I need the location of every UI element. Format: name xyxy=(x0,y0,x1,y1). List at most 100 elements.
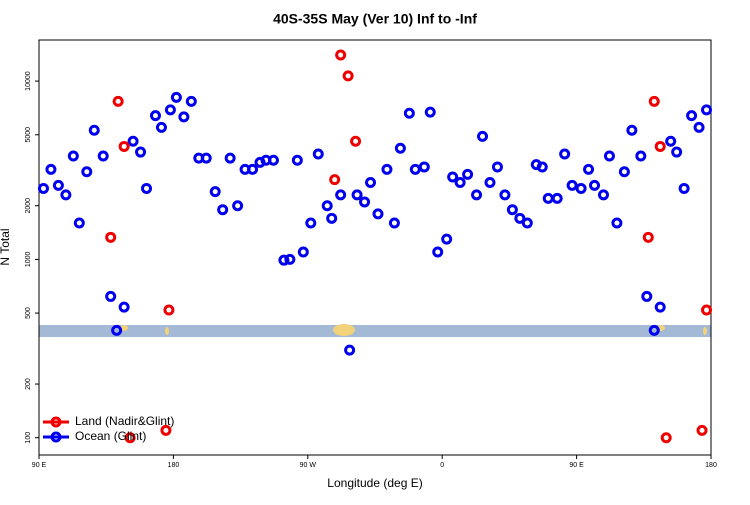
x-axis-label: Longitude (deg E) xyxy=(327,476,422,490)
point xyxy=(351,189,363,201)
point xyxy=(372,208,384,220)
point xyxy=(654,301,666,313)
point xyxy=(155,121,167,133)
point xyxy=(118,301,130,313)
point xyxy=(224,152,236,164)
plot-frame xyxy=(38,39,712,456)
point xyxy=(432,246,444,258)
point xyxy=(350,135,362,147)
point xyxy=(321,200,333,212)
legend-label: Ocean (Glint) xyxy=(75,429,146,443)
x-tick-label: 90 E xyxy=(32,462,47,469)
point xyxy=(164,104,176,116)
point xyxy=(217,204,229,216)
point xyxy=(335,49,347,61)
point xyxy=(335,189,347,201)
point xyxy=(626,124,638,136)
x-tick-label: 180 xyxy=(705,462,717,469)
point xyxy=(209,186,221,198)
point xyxy=(291,154,303,166)
y-tick-label: 500 xyxy=(25,307,32,319)
x-tick-label: 180 xyxy=(168,462,180,469)
x-tick-label: 0 xyxy=(440,462,444,469)
point xyxy=(499,189,511,201)
point xyxy=(665,135,677,147)
point xyxy=(611,217,623,229)
point xyxy=(635,150,647,162)
point xyxy=(52,179,64,191)
point xyxy=(278,254,290,266)
point xyxy=(648,324,660,336)
point xyxy=(105,231,117,243)
point xyxy=(603,150,615,162)
point xyxy=(566,179,578,191)
point xyxy=(542,192,554,204)
legend-marker xyxy=(50,431,62,443)
point xyxy=(484,176,496,188)
y-tick-label: 100 xyxy=(25,432,32,444)
point xyxy=(597,189,609,201)
point xyxy=(247,163,259,175)
point xyxy=(641,290,653,302)
point xyxy=(654,140,666,152)
point xyxy=(441,233,453,245)
land xyxy=(165,327,169,335)
point xyxy=(149,110,161,122)
y-axis-label: N Total xyxy=(0,228,12,265)
point xyxy=(671,146,683,158)
point xyxy=(701,104,713,116)
point xyxy=(160,424,172,436)
point xyxy=(111,324,123,336)
point xyxy=(312,148,324,160)
point xyxy=(660,432,672,444)
point xyxy=(297,246,309,258)
point xyxy=(185,95,197,107)
point xyxy=(454,176,466,188)
point xyxy=(462,168,474,180)
point xyxy=(521,217,533,229)
point xyxy=(342,70,354,82)
point xyxy=(536,161,548,173)
point xyxy=(365,176,377,188)
land xyxy=(333,324,355,336)
point xyxy=(127,135,139,147)
point xyxy=(388,217,400,229)
legend-label: Land (Nadir&Glint) xyxy=(75,414,174,428)
point xyxy=(124,432,136,444)
point xyxy=(344,344,356,356)
point xyxy=(418,161,430,173)
y-tick-label: 2000 xyxy=(25,198,32,214)
point xyxy=(141,182,153,194)
point xyxy=(305,217,317,229)
point xyxy=(359,196,371,208)
y-tick-label: 200 xyxy=(25,378,32,390)
point xyxy=(514,212,526,224)
point xyxy=(477,130,489,142)
point xyxy=(329,174,341,186)
point xyxy=(642,231,654,243)
point xyxy=(326,212,338,224)
point xyxy=(686,110,698,122)
map-strip xyxy=(39,325,711,337)
point xyxy=(37,182,49,194)
y-tick-label: 10000 xyxy=(25,71,32,91)
point xyxy=(409,163,421,175)
point xyxy=(135,146,147,158)
point xyxy=(178,111,190,123)
point xyxy=(73,217,85,229)
point xyxy=(97,150,109,162)
point xyxy=(267,154,279,166)
legend-marker xyxy=(50,416,62,428)
point xyxy=(88,124,100,136)
point xyxy=(284,253,296,265)
point xyxy=(112,95,124,107)
point xyxy=(648,95,660,107)
y-tick-label: 1000 xyxy=(25,252,32,268)
point xyxy=(81,166,93,178)
point xyxy=(447,171,459,183)
x-tick-label: 90 W xyxy=(300,462,317,469)
point xyxy=(696,424,708,436)
point xyxy=(45,163,57,175)
